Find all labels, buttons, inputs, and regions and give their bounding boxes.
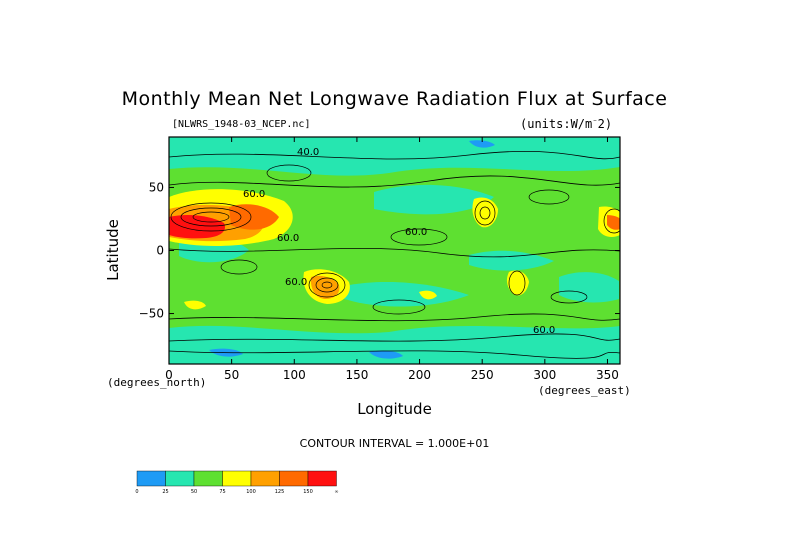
contour-line xyxy=(169,175,620,188)
contour-label: 60.0 xyxy=(243,189,265,200)
x-tick-label: 250 xyxy=(471,368,494,382)
contour-label: 60.0 xyxy=(285,277,307,288)
colorbar-label: 125 xyxy=(275,489,285,495)
colorbar-swatch xyxy=(279,470,309,487)
region-orange-australia xyxy=(310,275,340,299)
contour-ring xyxy=(266,164,312,182)
contour-ring xyxy=(390,228,448,246)
contour-label: 60.0 xyxy=(277,233,299,244)
contour-label: 60.0 xyxy=(533,325,555,336)
x-tick-label: 150 xyxy=(345,368,368,382)
region-blue-north-1 xyxy=(469,140,495,148)
region-teal-3 xyxy=(469,250,554,271)
y-tick-label: −50 xyxy=(139,307,164,321)
x-tick-label: 300 xyxy=(533,368,556,382)
contour-field xyxy=(169,137,620,364)
x-axis-units-east: (degrees_east) xyxy=(538,384,631,397)
region-yellow-south-2 xyxy=(184,300,206,310)
y-tick-label: 0 xyxy=(156,244,164,258)
x-tick-label: 200 xyxy=(408,368,431,382)
colorbar-swatch xyxy=(136,470,166,487)
chart-units: (units:W/m⁻2) xyxy=(520,117,613,131)
colorbar-label: 100 xyxy=(246,489,256,495)
colorbar-label: 25 xyxy=(162,489,168,495)
region-teal-5 xyxy=(559,272,619,303)
contour-ring xyxy=(508,270,526,296)
chart-source-file: [NLWRS_1948-03_NCEP.nc] xyxy=(172,119,311,130)
region-red-africa xyxy=(169,215,226,239)
contour-ring xyxy=(170,202,252,232)
x-tick-label: 0 xyxy=(165,368,173,382)
colorbar-label: 150 xyxy=(303,489,313,495)
x-tick-label: 100 xyxy=(283,368,306,382)
contour-ring xyxy=(474,200,496,226)
contour-label: 60.0 xyxy=(405,227,427,238)
region-orange-eastedge xyxy=(607,215,620,230)
region-teal-4 xyxy=(339,281,469,307)
contour-line xyxy=(169,313,620,322)
contour-ring xyxy=(220,259,258,275)
contour-interval-note: CONTOUR INTERVAL = 1.000E+01 xyxy=(299,437,490,450)
contour-line xyxy=(169,333,620,342)
contour-ring xyxy=(192,211,230,223)
contour-lines: 40.0 60.0 60.0 60.0 60.0 60.0 xyxy=(169,147,620,359)
contour-label: 40.0 xyxy=(297,147,319,158)
region-yellow-south-1 xyxy=(419,290,437,300)
x-axis-ticks: 0 50 100 150 200 250 300 350 xyxy=(165,137,619,382)
colorbar-label: 0 xyxy=(135,489,138,495)
contour-ring xyxy=(321,281,333,289)
contour-line xyxy=(169,150,620,160)
contour-ring xyxy=(308,272,346,298)
y-axis-label: Latitude xyxy=(104,219,122,281)
x-tick-label: 350 xyxy=(596,368,619,382)
x-axis-units-north: (degrees_north) xyxy=(107,376,207,389)
contour-ring xyxy=(528,189,570,205)
contour-ring xyxy=(550,290,588,304)
contour-ring xyxy=(372,299,426,315)
contour-ring xyxy=(180,207,242,227)
contour-ring xyxy=(603,208,620,234)
colorbar-swatch xyxy=(165,470,195,487)
contour-ring xyxy=(479,206,491,220)
contour-line xyxy=(169,350,620,359)
colorbar-swatch xyxy=(307,470,337,487)
colorbar-swatch xyxy=(222,470,252,487)
region-polar-south xyxy=(169,325,620,364)
colorbar-label: ∞ xyxy=(334,489,338,495)
y-axis-ticks: 50 0 −50 xyxy=(139,180,620,321)
x-tick-label: 50 xyxy=(224,368,239,382)
colorbar-swatch xyxy=(193,470,223,487)
x-axis-label: Longitude xyxy=(357,400,432,418)
region-yellow-namerica xyxy=(472,197,498,228)
colorbar-swatch xyxy=(250,470,280,487)
contour-line xyxy=(169,247,620,258)
contour-ring xyxy=(315,277,339,293)
colorbar-label: 50 xyxy=(191,489,197,495)
region-teal-1 xyxy=(374,184,494,215)
region-polar-north xyxy=(169,137,620,176)
colorbar-label: 75 xyxy=(219,489,225,495)
region-orange-arabia xyxy=(229,204,279,230)
chart-title: Monthly Mean Net Longwave Radiation Flux… xyxy=(121,88,668,110)
region-blue-south-2 xyxy=(369,350,403,359)
y-tick-label: 50 xyxy=(149,180,164,194)
colorbar: 0 25 50 75 100 125 150 ∞ xyxy=(135,470,339,495)
